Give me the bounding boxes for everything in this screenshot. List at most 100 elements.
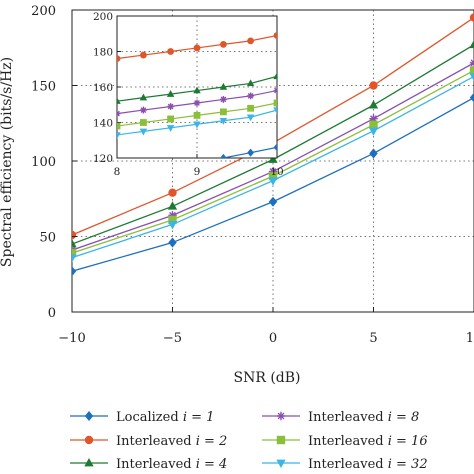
x-tick-label: −10 [58, 331, 85, 346]
inset-data-point [247, 104, 254, 112]
y-tick-label: 0 [48, 306, 56, 321]
legend-label: Interleaved i = 4 [116, 457, 227, 472]
y-tick-label: 100 [31, 155, 56, 170]
inset-series-1 [140, 143, 277, 171]
inset-data-point [193, 99, 201, 107]
inset-data-point [166, 90, 175, 97]
data-point [268, 171, 278, 181]
data-point [167, 201, 178, 210]
inset-x-tick-label: 8 [114, 166, 121, 178]
data-point [268, 196, 278, 207]
data-point [369, 148, 378, 159]
data-point [369, 81, 378, 90]
inset-data-point [273, 143, 277, 152]
inset-data-point [139, 128, 148, 136]
inset-series-2 [117, 32, 277, 62]
main-tick-labels: −10−50510050100150200 [31, 4, 474, 346]
legend-label: Interleaved i = 16 [308, 434, 428, 449]
inset-data-point [247, 92, 254, 100]
inset-data-point [219, 82, 228, 90]
data-point [167, 221, 178, 230]
inset-y-tick-label: 180 [93, 47, 113, 59]
inset-data-point [140, 106, 147, 114]
inset-data-point [247, 148, 254, 157]
legend-index-label: i = 16 [388, 434, 428, 449]
legend-index-label: i = 32 [388, 457, 428, 472]
data-point [368, 127, 379, 136]
inset-x-tick-label: 10 [270, 166, 283, 178]
inset-y-tick-label: 200 [93, 11, 113, 23]
data-point [368, 100, 379, 109]
legend-item-3: Interleaved i = 4 [70, 457, 227, 472]
legend-series-name: Interleaved [308, 434, 388, 449]
y-tick-label: 150 [31, 80, 56, 95]
legend-marker [276, 435, 286, 445]
legend-series-name: Interleaved [308, 410, 388, 425]
data-point [469, 13, 474, 22]
inset-data-point [139, 93, 148, 101]
x-tick-label: 0 [269, 331, 277, 346]
legend-marker [276, 459, 286, 469]
inset-series-4 [117, 87, 277, 118]
data-point [72, 239, 77, 248]
series-6 [72, 73, 474, 263]
inset-data-point [117, 55, 121, 62]
legend-marker [276, 411, 286, 421]
data-point [168, 215, 177, 225]
x-tick-label: 10 [466, 331, 474, 346]
data-point [168, 188, 177, 197]
data-point [268, 154, 278, 163]
inset-data-point [273, 32, 277, 39]
legend-series-name: Interleaved [116, 457, 196, 472]
inset-series-5 [117, 99, 277, 130]
data-point [72, 254, 77, 263]
inset-data-point [167, 115, 174, 123]
legend-item-4: Interleaved i = 8 [262, 410, 419, 425]
inset-data-point [193, 121, 201, 129]
legend-series-name: Interleaved [116, 434, 196, 449]
legend-marker [84, 435, 94, 445]
inset-data-point [273, 72, 277, 80]
data-point [369, 114, 378, 123]
inset-data-point [219, 118, 228, 125]
inset-data-point [167, 103, 174, 110]
inset-data-point [246, 114, 255, 122]
inset-series-6 [117, 107, 277, 140]
data-point [268, 177, 278, 186]
y-tick-label: 50 [39, 231, 56, 246]
data-point [369, 120, 378, 129]
legend-index-label: i = 8 [388, 410, 420, 425]
inset-data-point [220, 153, 227, 158]
legend-index-label: i = 1 [183, 410, 215, 425]
inset-data-point [246, 79, 255, 87]
inset-data-point [117, 132, 121, 140]
legend-item-5: Interleaved i = 16 [262, 434, 428, 449]
data-point [168, 211, 177, 220]
legend-label: Interleaved i = 8 [308, 410, 419, 425]
data-point [469, 66, 474, 75]
inset-data-point [140, 163, 147, 171]
series-4 [72, 58, 474, 255]
y-tick-label: 200 [31, 4, 56, 19]
legend-index-label: i = 4 [196, 457, 228, 472]
inset-data-point [193, 86, 201, 94]
legend-series-name: Localized [116, 410, 183, 425]
inset-series-3 [117, 72, 277, 104]
legend-item-2: Interleaved i = 2 [70, 434, 227, 449]
legend-series-name: Interleaved [308, 457, 388, 472]
data-point [72, 230, 77, 240]
inset-data-point [273, 87, 277, 94]
inset-plot: 8 9 10 120 140 160 180 200 [93, 11, 284, 178]
inset-data-point [140, 51, 147, 59]
legend-item-1: Localized i = 1 [70, 410, 214, 425]
inset-y-tick-label: 140 [93, 118, 113, 130]
data-point [168, 237, 177, 248]
legend-item-6: Interleaved i = 32 [262, 457, 428, 472]
data-point [469, 92, 474, 103]
inset-y-tick-label: 160 [93, 82, 113, 94]
inset-data-point [220, 41, 227, 48]
legend-label: Interleaved i = 2 [116, 434, 227, 449]
legend-marker [84, 457, 94, 467]
